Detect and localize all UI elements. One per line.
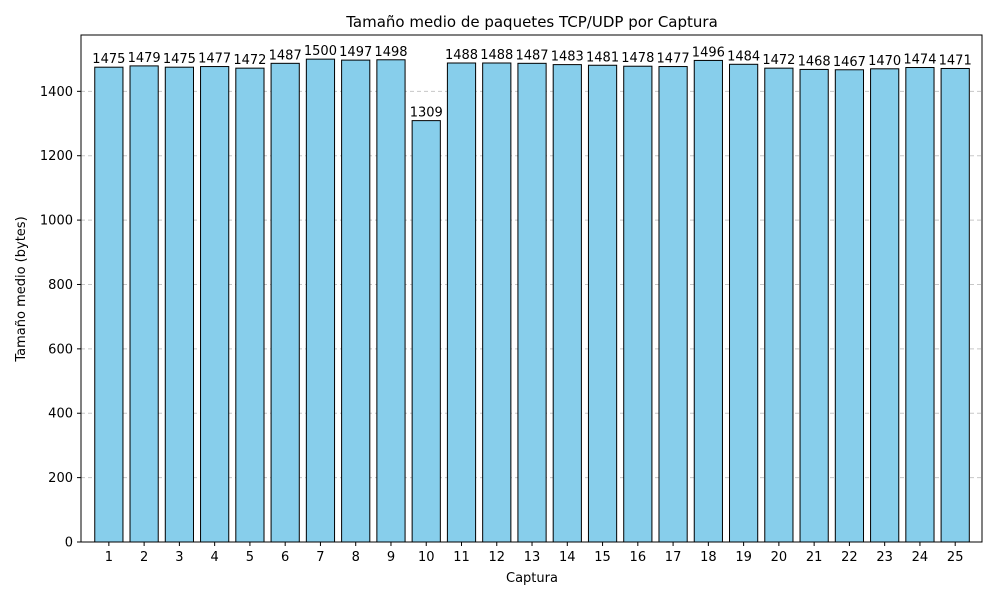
x-tick-label: 9	[387, 550, 395, 565]
bar	[729, 63, 759, 543]
x-tick-label: 3	[175, 550, 183, 565]
bar	[658, 66, 688, 543]
bar	[552, 64, 582, 543]
x-tick-label: 22	[841, 550, 858, 565]
bar	[623, 65, 653, 543]
x-tick-label: 21	[806, 550, 823, 565]
y-tick-label: 800	[48, 278, 73, 293]
bar	[446, 62, 477, 543]
y-tick-label: 1000	[40, 214, 73, 229]
x-tick-label: 16	[630, 550, 647, 565]
bar	[411, 120, 441, 543]
chart-title: Tamaño medio de paquetes TCP/UDP por Cap…	[345, 13, 718, 31]
x-tick-label: 18	[700, 550, 717, 565]
bar	[799, 68, 829, 543]
data-label: 1488	[445, 48, 478, 63]
data-label: 1477	[198, 52, 231, 67]
x-tick-label: 1	[105, 550, 113, 565]
y-axis-ticks: 0 200 400 600 800 1000 1200 1400	[40, 85, 81, 551]
data-label: 1487	[269, 48, 302, 63]
bar	[764, 67, 794, 543]
x-tick-label: 11	[453, 550, 470, 565]
y-tick-label: 200	[48, 471, 73, 486]
bar	[235, 67, 265, 543]
bar	[376, 59, 406, 543]
data-label: 1487	[515, 48, 548, 63]
bar	[834, 69, 865, 543]
x-tick-label: 8	[352, 550, 360, 565]
bar	[164, 66, 194, 543]
bar	[517, 62, 547, 543]
data-label: 1479	[128, 51, 161, 66]
bar	[270, 62, 300, 543]
x-tick-label: 23	[876, 550, 893, 565]
y-axis-label: Tamaño medio (bytes)	[14, 216, 29, 362]
x-tick-label: 2	[140, 550, 148, 565]
bar	[870, 68, 900, 543]
y-tick-label: 1400	[40, 85, 73, 100]
bar	[482, 62, 512, 543]
data-label: 1475	[92, 52, 125, 67]
data-label: 1474	[903, 53, 936, 68]
x-axis-label: Captura	[506, 571, 558, 586]
y-tick-label: 0	[65, 536, 73, 551]
x-tick-label: 6	[281, 550, 289, 565]
x-tick-label: 24	[912, 550, 929, 565]
bar	[341, 59, 371, 543]
data-label: 1488	[480, 48, 513, 63]
data-label: 1500	[304, 44, 337, 59]
data-label: 1478	[621, 51, 654, 66]
data-label: 1484	[727, 49, 760, 64]
y-tick-label: 400	[48, 407, 73, 422]
bar	[693, 59, 723, 543]
data-label: 1475	[163, 52, 196, 67]
x-tick-label: 4	[211, 550, 219, 565]
bar	[905, 67, 935, 543]
bar	[200, 66, 230, 543]
x-tick-label: 20	[771, 550, 788, 565]
x-tick-label: 12	[488, 550, 505, 565]
x-tick-label: 10	[418, 550, 435, 565]
data-label: 1309	[410, 106, 443, 121]
data-label: 1467	[833, 55, 866, 70]
data-label: 1472	[233, 53, 266, 68]
bar	[587, 64, 618, 543]
x-tick-label: 14	[559, 550, 576, 565]
plot-frame	[80, 34, 983, 543]
data-label: 1470	[868, 54, 901, 69]
bars	[94, 58, 970, 543]
data-label: 1497	[339, 45, 372, 60]
x-tick-label: 25	[947, 550, 964, 565]
bar	[305, 58, 336, 543]
data-label: 1483	[551, 50, 584, 65]
x-tick-label: 7	[316, 550, 324, 565]
x-axis-ticks: 1 2 3 4 5 6 7 8 9 10 11 12 13 14 15 16 17 18 19 20 21 22 23 24 2…	[105, 542, 964, 565]
x-tick-label: 19	[735, 550, 752, 565]
data-label: 1468	[798, 54, 831, 69]
bar	[129, 65, 159, 543]
data-label: 1496	[692, 45, 725, 60]
x-tick-label: 13	[524, 550, 541, 565]
data-label: 1471	[939, 53, 972, 68]
data-label: 1472	[762, 53, 795, 68]
data-labels: 1475 1479 1475 1477 1472 1487 1500 1497 14981309…	[92, 44, 971, 120]
data-label: 1498	[374, 45, 407, 60]
bar	[94, 66, 124, 543]
x-tick-label: 17	[665, 550, 682, 565]
data-label: 1477	[657, 52, 690, 67]
y-tick-label: 1200	[40, 149, 73, 164]
bar	[940, 67, 970, 543]
x-tick-label: 5	[246, 550, 254, 565]
x-tick-label: 15	[594, 550, 611, 565]
data-label: 1481	[586, 50, 619, 65]
y-tick-label: 600	[48, 342, 73, 357]
